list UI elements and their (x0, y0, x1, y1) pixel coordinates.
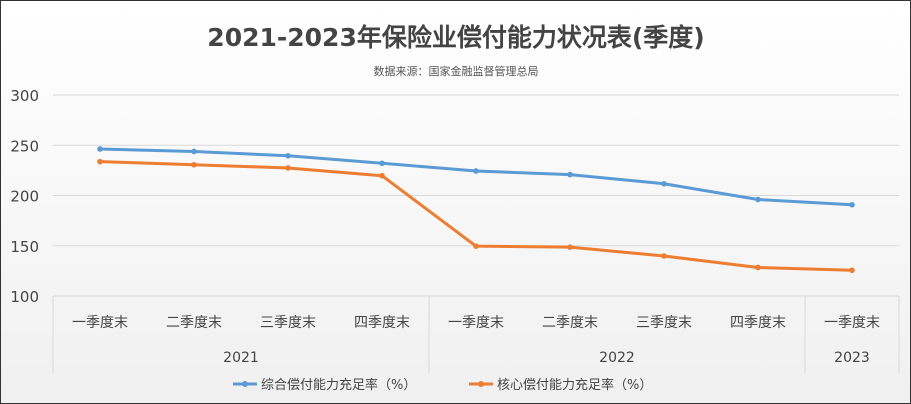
data-point (473, 168, 479, 174)
data-point (97, 146, 103, 152)
x-tick-label: 四季度末 (730, 315, 786, 331)
x-tick-label: 二季度末 (166, 315, 222, 331)
x-group-label: 2021 (223, 350, 259, 366)
chart-title: 2021-2023年保险业偿付能力状况表(季度) (207, 23, 704, 52)
series-line (99, 160, 853, 272)
x-group-label: 2023 (834, 350, 870, 366)
data-point (379, 172, 385, 179)
data-point (567, 244, 573, 250)
legend-marker (242, 381, 248, 387)
data-point (849, 267, 855, 274)
data-point (379, 160, 385, 167)
x-group-label: 2022 (599, 350, 635, 366)
y-tick-label: 300 (10, 87, 39, 105)
data-point (567, 171, 573, 178)
x-tick-label: 一季度末 (824, 315, 880, 331)
y-tick-label: 200 (10, 188, 39, 206)
x-tick-label: 三季度末 (260, 315, 316, 331)
legend-label: 核心偿付能力充足率（%） (497, 377, 652, 393)
data-point (661, 253, 667, 259)
y-tick-label: 150 (10, 238, 39, 256)
x-tick-label: 一季度末 (72, 315, 128, 331)
data-point (285, 153, 291, 159)
x-tick-label: 二季度末 (542, 315, 598, 331)
legend-label: 综合偿付能力充足率（%） (261, 377, 416, 393)
series-line (99, 147, 853, 207)
chart-subtitle: 数据来源：国家金融监督管理总局 (374, 64, 539, 78)
data-point (285, 165, 291, 171)
y-tick-label: 250 (10, 137, 39, 155)
data-point (191, 148, 197, 155)
x-tick-label: 一季度末 (448, 315, 504, 331)
y-tick-label: 100 (10, 288, 39, 306)
data-point (755, 264, 761, 271)
data-point (97, 158, 103, 165)
data-point (191, 161, 197, 168)
data-point (661, 180, 667, 187)
data-point (473, 243, 479, 249)
x-tick-label: 四季度末 (354, 315, 410, 331)
x-tick-label: 三季度末 (636, 315, 692, 331)
data-point (755, 196, 761, 203)
data-point (849, 201, 855, 208)
legend-marker (478, 381, 484, 387)
